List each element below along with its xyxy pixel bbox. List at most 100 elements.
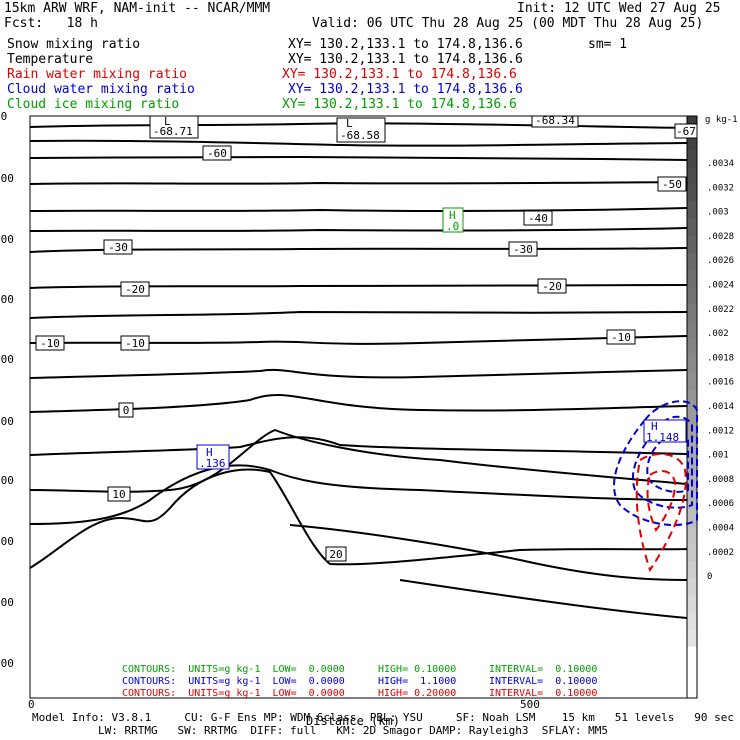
contour-info-units: CONTOURS: UNITS=g kg-1 LOW= 0.0000 bbox=[122, 676, 345, 687]
rain-water-contours bbox=[635, 453, 687, 573]
colorbar-tick-label: .003 bbox=[707, 208, 729, 218]
high-marker-cloud-water: H 1.148 bbox=[643, 419, 687, 444]
contour-label: -30 bbox=[508, 241, 538, 257]
valid-time: Valid: 06 UTC Thu 28 Aug 25 (00 MDT Thu … bbox=[312, 16, 704, 31]
colorbar-cell bbox=[687, 595, 697, 613]
colorbar-cell bbox=[687, 492, 697, 511]
contour-label: -20 bbox=[537, 278, 567, 294]
colorbar-tick-label: .0032 bbox=[707, 183, 734, 193]
svg-text:-68.71: -68.71 bbox=[153, 125, 193, 138]
svg-text:-30: -30 bbox=[513, 243, 533, 256]
contour-line bbox=[29, 368, 688, 379]
colorbar-tick-label: .001 bbox=[707, 451, 729, 461]
colorbar: g kg-1 .0034 .0032 .003 .0028 .0026 .0024 .0022… bbox=[686, 115, 738, 699]
contour-label: -40 bbox=[523, 210, 553, 226]
contour-info-high: HIGH= 1.1000 bbox=[378, 676, 457, 687]
colorbar-tick-label: .0016 bbox=[707, 378, 734, 388]
plot-title: 15km ARW WRF, NAM-init -- NCAR/MMM bbox=[4, 1, 271, 16]
svg-text:-68.34: -68.34 bbox=[535, 114, 575, 127]
y-tick-label: 600 bbox=[0, 415, 14, 428]
contour-label: -10 bbox=[606, 329, 636, 345]
colorbar-cell bbox=[687, 167, 697, 185]
colorbar-tick-label: .0004 bbox=[707, 524, 734, 534]
colorbar-tick-label: .0012 bbox=[707, 426, 734, 436]
colorbar-cell bbox=[687, 458, 697, 476]
field-name-cloud-ice: Cloud ice mixing ratio bbox=[7, 97, 180, 112]
colorbar-cell bbox=[687, 372, 697, 391]
colorbar-tick-label: .0022 bbox=[707, 305, 734, 315]
colorbar-tick-label: .0018 bbox=[707, 353, 734, 363]
colorbar-cell bbox=[687, 612, 697, 631]
field-name-cloud-water: Cloud water mixing ratio bbox=[7, 82, 195, 97]
field-xy-temperature: XY= 130.2,133.1 to 174.8,136.6 bbox=[288, 52, 523, 67]
colorbar-tick-label: .002 bbox=[707, 329, 729, 339]
y-axis-ticks: 00 200 300 400 500 600 700 800 900 000 bbox=[0, 110, 14, 670]
colorbar-cell bbox=[687, 424, 697, 442]
y-tick-label: 700 bbox=[0, 474, 14, 487]
colorbar-cell bbox=[687, 629, 697, 648]
contour-line bbox=[29, 139, 688, 147]
svg-text:L: L bbox=[164, 115, 171, 128]
y-tick-label: 200 bbox=[0, 172, 14, 185]
contour-line bbox=[29, 436, 688, 456]
y-tick-label: 500 bbox=[0, 353, 14, 366]
colorbar-cell bbox=[687, 184, 697, 203]
svg-text:-40: -40 bbox=[528, 212, 548, 225]
contour-label: 10 bbox=[107, 486, 131, 502]
colorbar-cell bbox=[687, 680, 697, 699]
high-marker-ice: H .0 bbox=[442, 207, 464, 233]
svg-text:-20: -20 bbox=[542, 280, 562, 293]
colorbar-cell bbox=[687, 663, 697, 682]
colorbar-tick-label: .0028 bbox=[707, 232, 734, 242]
contour-line bbox=[646, 430, 689, 493]
colorbar-cell bbox=[687, 355, 697, 374]
colorbar-cell bbox=[687, 252, 697, 271]
colorbar-tick-label: .0034 bbox=[707, 159, 734, 169]
colorbar-cell bbox=[687, 287, 697, 305]
y-tick-label: 00 bbox=[0, 110, 7, 123]
colorbar-tick-label: .0014 bbox=[707, 402, 734, 412]
svg-text:-60: -60 bbox=[207, 147, 227, 160]
contour-label: -10 bbox=[120, 335, 150, 351]
colorbar-cell bbox=[687, 150, 697, 168]
contour-line bbox=[399, 579, 688, 619]
field-name-temperature: Temperature bbox=[7, 52, 94, 67]
colorbar-tick-label: 0 bbox=[707, 572, 712, 582]
contour-line bbox=[29, 181, 688, 185]
contour-label: -10 bbox=[35, 335, 65, 351]
svg-text:H: H bbox=[651, 420, 658, 433]
contour-info-interval: INTERVAL= 0.10000 bbox=[489, 676, 598, 687]
contour-line bbox=[635, 453, 687, 573]
field-xy-cloud-water: XY= 130.2,133.1 to 174.8,136.6 bbox=[288, 82, 523, 97]
y-tick-label: 000 bbox=[0, 657, 14, 670]
colorbar-cell bbox=[687, 338, 697, 357]
cloud-water-contours bbox=[613, 400, 698, 526]
x-tick-label: 0 bbox=[28, 698, 35, 711]
y-tick-label: 900 bbox=[0, 596, 14, 609]
colorbar-tick-label: .0008 bbox=[707, 475, 734, 485]
contour-info-interval: INTERVAL= 0.10000 bbox=[489, 664, 598, 675]
forecast-hour: Fcst: 18 h bbox=[4, 16, 98, 31]
model-info-line1: Model Info: V3.8.1 CU: G-F Ens MP: WDM 6… bbox=[32, 711, 734, 724]
svg-text:H: H bbox=[449, 209, 456, 222]
colorbar-cell bbox=[687, 646, 697, 665]
init-time: Init: 12 UTC Wed 27 Aug 25 bbox=[517, 1, 721, 16]
low-marker: L -68.71 bbox=[149, 115, 199, 139]
model-info-line2: LW: RRTMG SW: RRTMG DIFF: full KM: 2D Sm… bbox=[98, 724, 608, 737]
contour-label: -20 bbox=[120, 281, 150, 297]
svg-text:10: 10 bbox=[112, 488, 125, 501]
colorbar-cell bbox=[687, 407, 697, 425]
contour-line bbox=[29, 394, 688, 413]
contour-line bbox=[613, 400, 698, 526]
colorbar-cell bbox=[687, 578, 697, 596]
contour-info-units: CONTOURS: UNITS=g kg-1 LOW= 0.0000 bbox=[122, 688, 345, 699]
svg-text:20: 20 bbox=[329, 548, 342, 561]
y-tick-label: 800 bbox=[0, 535, 14, 548]
svg-text:0: 0 bbox=[123, 404, 130, 417]
low-marker: L -68.58 bbox=[336, 117, 386, 143]
contour-info-high: HIGH= 0.20000 bbox=[378, 688, 457, 699]
contour-label: 0 bbox=[118, 402, 134, 418]
high-marker-cloud-water: H .136 bbox=[196, 444, 230, 470]
colorbar-cell bbox=[687, 270, 697, 288]
svg-text:L: L bbox=[346, 117, 353, 130]
